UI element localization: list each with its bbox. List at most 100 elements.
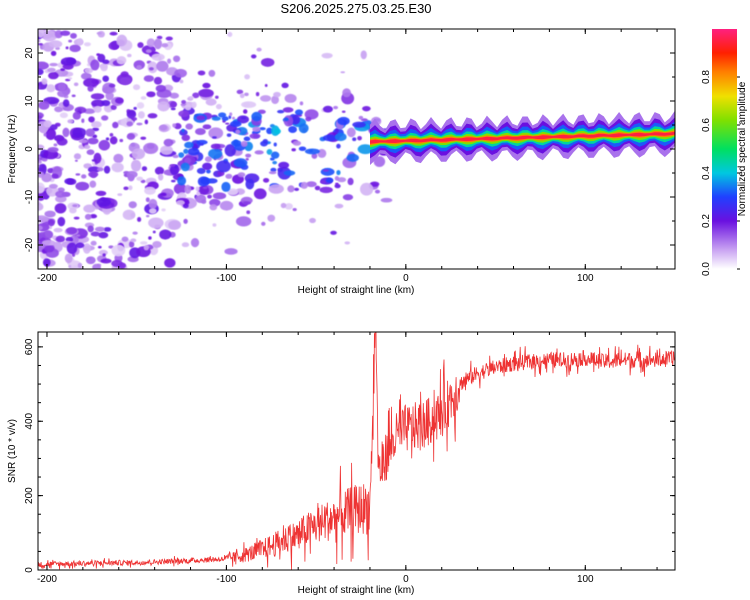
- noise-blob: [340, 71, 346, 74]
- noise-blob: [161, 208, 166, 212]
- noise-blob: [292, 207, 297, 212]
- noise-blob: [243, 201, 251, 205]
- noise-blob: [44, 210, 56, 218]
- y-tick-label: 20: [24, 47, 35, 59]
- noise-blob: [51, 173, 59, 179]
- noise-blob: [82, 243, 91, 254]
- noise-blob: [38, 100, 50, 110]
- noise-blob: [270, 151, 280, 159]
- noise-blob: [341, 110, 346, 113]
- noise-blob: [333, 105, 339, 110]
- noise-blob: [108, 41, 119, 51]
- noise-blob: [261, 221, 266, 226]
- noise-blob: [288, 126, 297, 133]
- noise-blob: [229, 112, 233, 117]
- noise-blob: [67, 119, 74, 124]
- noise-blob: [164, 258, 176, 268]
- noise-blob: [325, 177, 334, 183]
- x-tick-label: -200: [37, 273, 57, 284]
- noise-blob: [273, 142, 277, 147]
- noise-blob: [305, 116, 312, 122]
- noise-blob: [102, 75, 110, 83]
- noise-blob: [96, 53, 101, 57]
- noise-blob: [161, 43, 169, 48]
- noise-blob: [352, 137, 357, 142]
- y-tick-label: 10: [24, 95, 35, 107]
- noise-blob: [133, 106, 137, 111]
- noise-blob: [207, 194, 212, 199]
- noise-blob: [163, 138, 174, 147]
- noise-blob: [42, 258, 51, 267]
- noise-blob: [109, 136, 118, 145]
- noise-blob: [174, 68, 187, 78]
- noise-blob: [112, 121, 119, 129]
- noise-blob: [336, 169, 341, 176]
- noise-blob: [322, 105, 333, 113]
- noise-blob: [159, 124, 168, 131]
- noise-blob: [158, 173, 164, 181]
- noise-blob: [49, 124, 58, 131]
- noise-blob: [191, 101, 197, 108]
- noise-blob: [68, 264, 72, 268]
- noise-blob: [232, 116, 235, 120]
- noise-blob: [212, 223, 217, 227]
- noise-blob: [126, 133, 136, 140]
- noise-blob: [181, 128, 185, 133]
- noise-blob: [65, 236, 74, 243]
- noise-blob: [280, 202, 287, 209]
- noise-blob: [103, 104, 113, 113]
- y-tick-label: 200: [24, 487, 35, 504]
- noise-blob: [177, 176, 187, 186]
- noise-blob: [152, 230, 156, 234]
- noise-blob: [101, 100, 111, 107]
- noise-blob: [121, 236, 129, 242]
- colorbar-tick-label: 0.2: [701, 214, 712, 228]
- noise-blob: [55, 195, 67, 203]
- noise-blob: [270, 167, 277, 173]
- noise-blob: [352, 121, 366, 128]
- noise-blob: [126, 110, 137, 119]
- noise-blob: [173, 183, 187, 195]
- noise-blob: [273, 128, 281, 134]
- noise-blob: [178, 152, 185, 158]
- noise-blob: [373, 156, 386, 168]
- noise-blob: [100, 258, 112, 264]
- noise-blob: [290, 115, 301, 125]
- x-tick-label: -100: [216, 574, 236, 585]
- noise-blob: [230, 120, 242, 128]
- noise-blob: [245, 157, 249, 161]
- noise-blob: [119, 76, 132, 86]
- noise-blob: [196, 115, 206, 121]
- noise-blob: [105, 137, 110, 141]
- noise-blob: [92, 263, 101, 269]
- noise-blob: [76, 38, 84, 46]
- noise-blob: [88, 116, 95, 123]
- noise-blob: [87, 166, 100, 173]
- noise-blob: [199, 142, 204, 146]
- noise-blob: [53, 143, 58, 147]
- noise-blob: [80, 72, 92, 80]
- noise-blob: [38, 241, 42, 246]
- x-tick-label: 100: [577, 273, 594, 284]
- colorbar-tick-label: 0.6: [701, 118, 712, 132]
- noise-blob: [360, 50, 367, 60]
- colorbar-tick-label: 0.0: [701, 262, 712, 276]
- noise-blob: [262, 138, 268, 144]
- noise-blob: [84, 144, 91, 150]
- noise-blob: [72, 127, 87, 138]
- noise-blob: [233, 158, 248, 168]
- noise-blob: [165, 36, 173, 41]
- noise-blob: [169, 92, 179, 99]
- snr-y-ticks: 600 400 200 0: [24, 338, 675, 573]
- noise-blob: [181, 242, 190, 248]
- noise-blob: [110, 104, 117, 111]
- noise-blob: [322, 134, 337, 142]
- noise-blob: [284, 93, 297, 103]
- snr-frame: [37, 331, 676, 571]
- snr-y-axis-label: SNR (10 * v/v): [7, 419, 18, 483]
- noise-blob: [136, 122, 143, 126]
- noise-blob: [128, 201, 137, 209]
- noise-blob: [77, 262, 83, 268]
- noise-blob: [42, 30, 57, 42]
- noise-blob: [73, 82, 79, 87]
